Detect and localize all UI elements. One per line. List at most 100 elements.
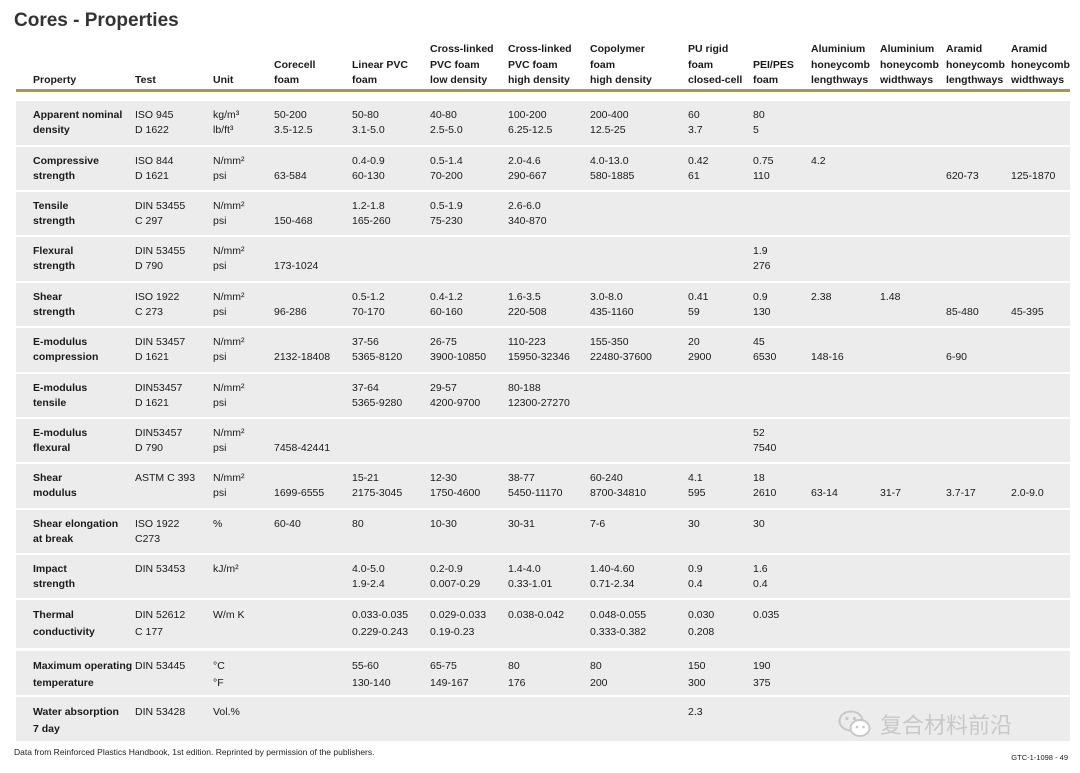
cell-xl-pvc-high: 30-31 (508, 518, 535, 530)
cell-pei-pes: 1.9 276 (753, 245, 771, 272)
cell-copolymer: 155-350 22480-37600 (590, 336, 652, 363)
cell-pei-pes: 18 2610 (753, 472, 777, 499)
header-xl-pvc-low: Cross-linked PVC foam low density (430, 43, 494, 86)
cell-pei-pes: 45 6530 (753, 336, 777, 363)
cell-unit: N/mm² psi (213, 336, 245, 363)
table-row (16, 147, 1070, 190)
cell-pu-rigid: 30 (688, 518, 700, 530)
cell-test: DIN 53455 D 790 (135, 245, 186, 272)
cell-corecell: 7458-42441 (274, 441, 331, 454)
header-xl-pvc-high: Cross-linked PVC foam high density (508, 43, 572, 86)
cell-linear-pvc: 37-64 5365-9280 (352, 382, 403, 409)
cell-alu-length: 2.38 (811, 291, 832, 303)
cell-test: ISO 945 D 1622 (135, 109, 174, 136)
cell-property: E-modulus compression (33, 336, 99, 363)
cell-xl-pvc-low: 29-57 4200-9700 (430, 382, 481, 409)
cell-property: Shear elongation at break (33, 518, 119, 545)
cell-xl-pvc-low: 12-30 1750-4600 (430, 472, 481, 499)
table-row (16, 374, 1070, 417)
footnote: Data from Reinforced Plastics Handbook, … (14, 747, 375, 757)
cell-linear-pvc: 15-21 2175-3045 (352, 472, 403, 499)
cell-pei-pes: 30 (753, 518, 765, 530)
cell-test: DIN 53453 (135, 563, 186, 575)
table-row (16, 237, 1070, 281)
cell-unit: N/mm² psi (213, 155, 245, 182)
cell-property: Compressive strength (33, 155, 99, 182)
cell-xl-pvc-high: 1.6-3.5 220-508 (508, 291, 547, 318)
cell-xl-pvc-low: 10-30 (430, 518, 457, 530)
table-row (16, 192, 1070, 235)
cell-corecell: 2132-18408 (274, 350, 331, 363)
cell-test: DIN 53455 C 297 (135, 200, 186, 227)
table-row (16, 328, 1070, 372)
table-row (16, 464, 1070, 508)
cell-xl-pvc-high: 110-223 15950-32346 (508, 336, 570, 363)
cell-property: Thermal conductivity (33, 609, 95, 638)
cell-property: Shear strength (33, 291, 75, 318)
header-test: Test (135, 74, 156, 86)
cell-linear-pvc: 50-80 3.1-5.0 (352, 109, 385, 136)
table-row (16, 419, 1070, 462)
cell-test: ISO 844 D 1621 (135, 155, 174, 182)
cell-copolymer: 7-6 (590, 518, 606, 530)
cell-linear-pvc: 4.0-5.0 1.9-2.4 (352, 563, 385, 590)
cell-pei-pes: 52 7540 (753, 427, 777, 454)
cell-pei-pes: 190 375 (753, 660, 771, 689)
header-alu-length: Aluminium honeycomb lengthways (811, 43, 870, 86)
cell-alu-width: 31-7 (880, 486, 902, 499)
cell-xl-pvc-low: 0.4-1.2 60-160 (430, 291, 463, 318)
cell-xl-pvc-high: 2.0-4.6 290-667 (508, 155, 547, 182)
cell-linear-pvc: 37-56 5365-8120 (352, 336, 403, 363)
cell-xl-pvc-low: 0.5-1.4 70-200 (430, 155, 463, 182)
cell-corecell: 60-40 (274, 518, 301, 530)
watermark: 复合材料前沿 (838, 708, 1012, 740)
cell-xl-pvc-high: 80-188 12300-27270 (508, 382, 570, 409)
cell-aramid-length: 620-73 (946, 169, 979, 182)
cell-unit: N/mm² psi (213, 245, 245, 272)
cell-linear-pvc: 0.033-0.035 0.229-0.243 (352, 609, 409, 638)
header-linear-pvc: Linear PVC foam (352, 58, 409, 87)
cell-copolymer: 80 200 (590, 660, 608, 689)
cell-pei-pes: 0.9 130 (753, 291, 771, 318)
header-alu-width: Aluminium honeycomb widthways (880, 43, 939, 86)
cell-corecell: 63-584 (274, 169, 307, 182)
cell-linear-pvc: 0.5-1.2 70-170 (352, 291, 385, 318)
cell-test: DIN53457 D 790 (135, 427, 183, 454)
cell-pei-pes: 80 5 (753, 109, 765, 136)
table-row (16, 510, 1070, 553)
cell-aramid-width: 125-1870 (1011, 169, 1056, 182)
cell-property: E-modulus flexural (33, 427, 88, 454)
cell-unit: N/mm² psi (213, 200, 245, 227)
cell-unit: W/m K (213, 609, 245, 621)
cell-corecell: 150-468 (274, 214, 313, 227)
cell-test: ISO 1922 C273 (135, 518, 180, 545)
cell-unit: °C °F (213, 660, 225, 689)
header-pei-pes: PEI/PES foam (753, 58, 794, 87)
cell-test: DIN53457 D 1621 (135, 382, 183, 409)
cell-linear-pvc: 55-60 130-140 (352, 660, 391, 689)
header-unit: Unit (213, 74, 234, 86)
cell-linear-pvc: 1.2-1.8 165-260 (352, 200, 391, 227)
cell-test: DIN 53445 (135, 660, 186, 672)
cell-copolymer: 0.048-0.055 0.333-0.382 (590, 609, 647, 638)
table-row (16, 697, 1070, 741)
cell-unit: % (213, 518, 223, 530)
cell-copolymer: 200-400 12.5-25 (590, 109, 629, 136)
cell-pu-rigid: 2.3 (688, 706, 703, 718)
cell-pu-rigid: 20 2900 (688, 336, 712, 363)
cell-alu-length: 4.2 (811, 155, 826, 167)
cell-pu-rigid: 0.030 0.208 (688, 609, 715, 638)
cell-unit: kg/m³ lb/ft³ (213, 109, 240, 136)
header-rule (16, 89, 1070, 92)
cell-pei-pes: 0.035 (753, 609, 780, 621)
header-property: Property (33, 74, 77, 86)
cell-property: Impact strength (33, 563, 75, 590)
header-aramid-width: Aramid honeycomb widthways (1011, 43, 1070, 86)
cell-pei-pes: 1.6 0.4 (753, 563, 768, 590)
cell-unit: N/mm² psi (213, 472, 245, 499)
document-code: GTC-1-1098 - 49 (1011, 753, 1068, 762)
cell-xl-pvc-high: 80 176 (508, 660, 526, 689)
cell-copolymer: 4.0-13.0 580-1885 (590, 155, 635, 182)
cell-copolymer: 1.40-4.60 0.71-2.34 (590, 563, 635, 590)
header-pu-rigid: PU rigid foam closed-cell (688, 43, 743, 86)
